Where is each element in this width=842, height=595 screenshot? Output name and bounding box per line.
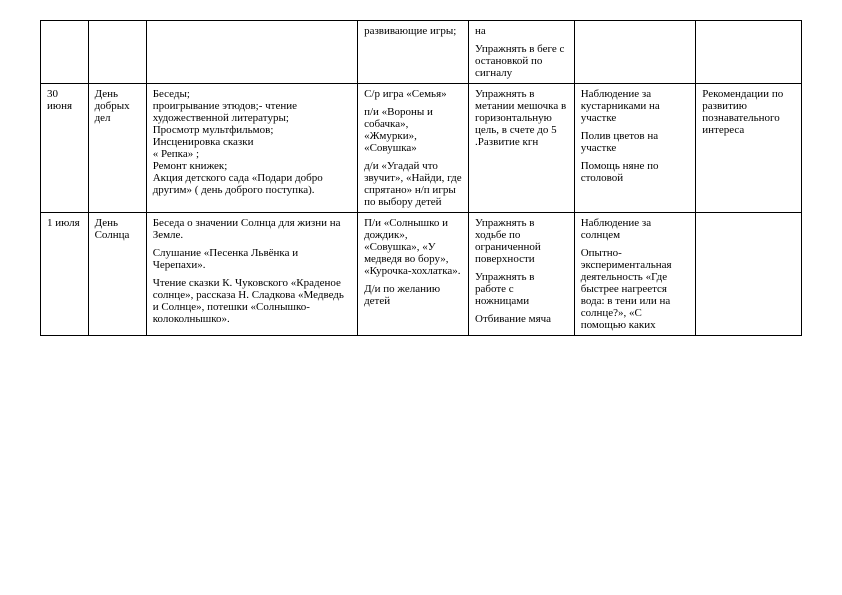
cell-paragraph: Слушание «Песенка Львёнка и Черепахи». [153,247,351,271]
table-cell: Наблюдение за солнцем Опытно-эксперимента… [574,213,696,336]
table-cell [41,21,89,84]
table-cell [146,21,357,84]
plan-table: развивающие игры; на Упражнять в беге с ос… [40,20,802,336]
cell-paragraph: Рекомендации по развитию познавательного… [702,88,795,136]
table-cell [696,21,802,84]
cell-paragraph: С/р игра «Семья» [364,88,462,100]
table-cell: Наблюдение за кустарниками на участке Пол… [574,84,696,213]
cell-paragraph: п/и «Вороны и собачка», «Жмурки», «Совуш… [364,106,462,154]
table-cell: Упражнять в ходьбе по ограниченной повер… [469,213,575,336]
table-cell: Беседа о значении Солнца для жизни на Зе… [146,213,357,336]
table-cell: Рекомендации по развитию познавательного… [696,84,802,213]
cell-paragraph: Беседы; проигрывание этюдов;- чтение худ… [153,88,351,196]
cell-paragraph: Наблюдение за кустарниками на участке [581,88,690,124]
table-cell: развивающие игры; [358,21,469,84]
cell-paragraph: День Солнца [95,217,140,241]
cell-paragraph: 1 июля [47,217,82,229]
cell-paragraph: Упражнять в работе с ножницами [475,271,568,307]
table-row: развивающие игры; на Упражнять в беге с ос… [41,21,802,84]
cell-paragraph: Опытно-экспериментальная деятельность «Г… [581,247,690,331]
table-cell [696,213,802,336]
cell-paragraph: Упражнять в беге с остановкой по сигналу [475,43,568,79]
table-cell: День добрых дел [88,84,146,213]
cell-paragraph: Упражнять в метании мешочка в горизонтал… [475,88,568,148]
table-cell: День Солнца [88,213,146,336]
table-row: 30 июня День добрых дел Беседы; проигрыван… [41,84,802,213]
table-body: развивающие игры; на Упражнять в беге с ос… [41,21,802,336]
table-cell: 30 июня [41,84,89,213]
table-cell: на Упражнять в беге с остановкой по сигна… [469,21,575,84]
table-cell: 1 июля [41,213,89,336]
table-cell: Упражнять в метании мешочка в горизонтал… [469,84,575,213]
cell-paragraph: 30 июня [47,88,82,112]
table-cell: П/и «Солнышко и дождик», «Совушка», «У м… [358,213,469,336]
cell-paragraph: Упражнять в ходьбе по ограниченной повер… [475,217,568,265]
cell-paragraph: День добрых дел [95,88,140,124]
table-cell [574,21,696,84]
cell-paragraph: Помощь няне по столовой [581,160,690,184]
cell-paragraph: Д/и по желанию детей [364,283,462,307]
cell-paragraph: Полив цветов на участке [581,130,690,154]
table-cell [88,21,146,84]
cell-paragraph: на [475,25,568,37]
cell-paragraph: Наблюдение за солнцем [581,217,690,241]
cell-paragraph: Беседа о значении Солнца для жизни на Зе… [153,217,351,241]
cell-paragraph: д/и «Угадай что звучит», «Найди, где спр… [364,160,462,208]
cell-paragraph: Отбивание мяча [475,313,568,325]
table-cell: С/р игра «Семья» п/и «Вороны и собачка», … [358,84,469,213]
table-row: 1 июля День Солнца Беседа о значении Солнц… [41,213,802,336]
table-cell: Беседы; проигрывание этюдов;- чтение худ… [146,84,357,213]
cell-paragraph: П/и «Солнышко и дождик», «Совушка», «У м… [364,217,462,277]
cell-paragraph: развивающие игры; [364,25,462,37]
cell-paragraph: Чтение сказки К. Чуковского «Краденое со… [153,277,351,325]
